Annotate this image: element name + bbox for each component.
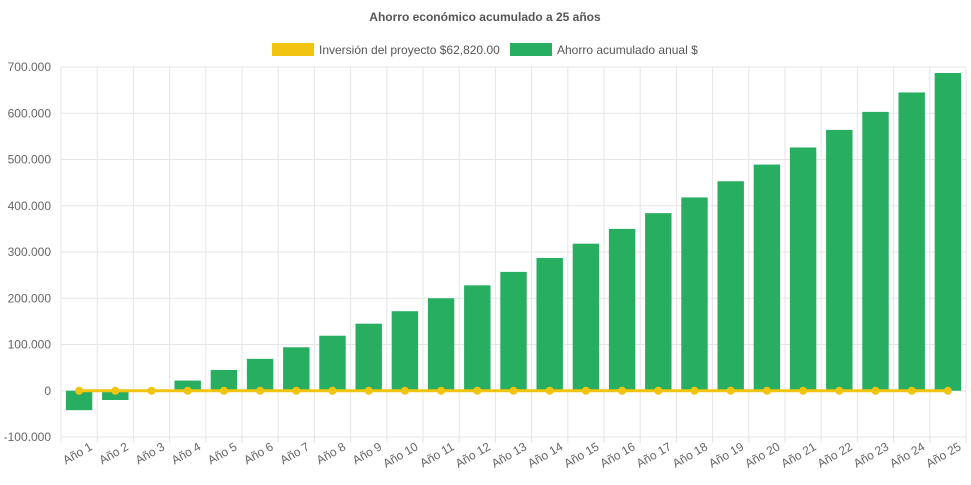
investment-point-year-9[interactable] <box>364 386 373 395</box>
investment-point-year-7[interactable] <box>292 386 301 395</box>
investment-line-group <box>75 386 952 395</box>
investment-point-year-8[interactable] <box>328 386 337 395</box>
bar-year-14[interactable] <box>536 258 563 391</box>
y-axis-ticks: 700.000 600.000 500.000 400.000 300.000 200.0… <box>4 60 52 444</box>
legend-item-savings[interactable]: Ahorro acumulado anual $ <box>510 43 698 57</box>
bar-year-22[interactable] <box>826 129 853 391</box>
investment-point-year-15[interactable] <box>581 386 590 395</box>
bar-year-18[interactable] <box>681 197 708 391</box>
x-tick-label: Año 5 <box>205 439 239 467</box>
legend: Inversión del proyecto $62,820.00 Ahorro… <box>272 43 698 57</box>
x-tick-label: Año 24 <box>887 439 927 470</box>
investment-point-year-24[interactable] <box>907 386 916 395</box>
bar-year-8[interactable] <box>319 335 346 391</box>
y-tick-label: 600.000 <box>8 106 52 120</box>
bar-year-20[interactable] <box>753 164 781 391</box>
investment-point-year-13[interactable] <box>509 386 518 395</box>
investment-point-year-5[interactable] <box>219 386 228 395</box>
x-tick-label: Año 25 <box>923 439 963 470</box>
x-tick-label: Año 16 <box>598 439 638 470</box>
y-tick-label: 500.000 <box>8 153 52 167</box>
investment-point-year-16[interactable] <box>618 386 627 395</box>
x-axis-ticks: Año 1 Año 2 Año 3 Año 4 Año 5 Año 6 Año 7 Año 8… <box>60 439 963 470</box>
bar-year-10[interactable] <box>391 311 419 391</box>
bar-year-13[interactable] <box>500 271 527 391</box>
x-tick-label: Año 17 <box>634 439 674 470</box>
bars-group <box>65 73 962 411</box>
y-tick-label: 100.000 <box>8 338 52 352</box>
x-tick-label: Año 13 <box>489 439 529 470</box>
chart-title: Ahorro económico acumulado a 25 años <box>369 10 601 24</box>
x-tick-label: Año 6 <box>241 439 275 467</box>
bar-year-2[interactable] <box>102 390 129 400</box>
x-tick-label: Año 12 <box>453 439 493 470</box>
investment-point-year-12[interactable] <box>473 386 482 395</box>
x-tick-label: Año 19 <box>706 439 746 470</box>
grid-lines <box>60 66 967 443</box>
legend-swatch-investment <box>272 43 314 56</box>
investment-point-year-6[interactable] <box>256 386 265 395</box>
x-tick-label: Año 4 <box>169 439 203 467</box>
bar-year-16[interactable] <box>608 228 636 391</box>
bar-year-1[interactable] <box>65 390 93 411</box>
bar-year-6[interactable] <box>246 358 274 391</box>
bar-year-7[interactable] <box>283 347 310 391</box>
bar-year-21[interactable] <box>789 147 817 391</box>
x-tick-label: Año 18 <box>670 439 710 470</box>
bar-year-9[interactable] <box>355 323 382 391</box>
x-tick-label: Año 11 <box>417 439 456 470</box>
legend-label-savings: Ahorro acumulado anual $ <box>557 43 698 57</box>
x-tick-label: Año 10 <box>380 439 420 470</box>
investment-point-year-10[interactable] <box>400 386 409 395</box>
bar-year-11[interactable] <box>427 298 455 391</box>
x-tick-label: Año 3 <box>133 439 167 467</box>
x-tick-label: Año 23 <box>851 439 891 470</box>
investment-point-year-2[interactable] <box>111 386 120 395</box>
bar-year-19[interactable] <box>717 181 744 391</box>
investment-point-year-1[interactable] <box>75 386 84 395</box>
legend-label-investment: Inversión del proyecto $62,820.00 <box>319 43 500 57</box>
x-tick-label: Año 22 <box>815 439 855 470</box>
y-tick-label: 200.000 <box>8 291 52 305</box>
investment-point-year-25[interactable] <box>943 386 952 395</box>
x-tick-label: Año 21 <box>779 439 819 470</box>
y-tick-label: 0 <box>44 384 51 398</box>
y-tick-label: 700.000 <box>8 60 52 74</box>
investment-point-year-14[interactable] <box>545 386 554 395</box>
investment-point-year-20[interactable] <box>762 386 771 395</box>
bar-year-4[interactable] <box>174 380 201 391</box>
investment-point-year-11[interactable] <box>437 386 446 395</box>
legend-swatch-savings <box>510 43 552 56</box>
x-tick-label: Año 14 <box>525 439 565 470</box>
y-tick-label: -100.000 <box>4 430 52 444</box>
y-tick-label: 400.000 <box>8 199 52 213</box>
investment-point-year-3[interactable] <box>147 386 156 395</box>
bar-year-24[interactable] <box>898 92 925 391</box>
investment-point-year-4[interactable] <box>183 386 192 395</box>
legend-item-investment[interactable]: Inversión del proyecto $62,820.00 <box>272 43 500 57</box>
bar-year-23[interactable] <box>862 111 889 391</box>
x-tick-label: Año 2 <box>97 439 131 467</box>
x-tick-label: Año 9 <box>350 439 384 467</box>
investment-point-year-23[interactable] <box>871 386 880 395</box>
bar-year-12[interactable] <box>464 285 491 391</box>
x-tick-label: Año 7 <box>278 439 312 467</box>
investment-point-year-21[interactable] <box>799 386 808 395</box>
x-tick-label: Año 15 <box>561 439 601 470</box>
investment-point-year-18[interactable] <box>690 386 699 395</box>
investment-point-year-17[interactable] <box>654 386 663 395</box>
investment-point-year-19[interactable] <box>726 386 735 395</box>
y-tick-label: 300.000 <box>8 245 52 259</box>
x-tick-label: Año 1 <box>60 439 94 467</box>
x-tick-label: Año 8 <box>314 439 348 467</box>
bar-year-25[interactable] <box>934 73 962 391</box>
bar-year-15[interactable] <box>572 243 600 391</box>
investment-point-year-22[interactable] <box>835 386 844 395</box>
bar-year-17[interactable] <box>645 213 672 391</box>
bar-year-5[interactable] <box>210 369 238 391</box>
x-tick-label: Año 20 <box>742 439 782 470</box>
